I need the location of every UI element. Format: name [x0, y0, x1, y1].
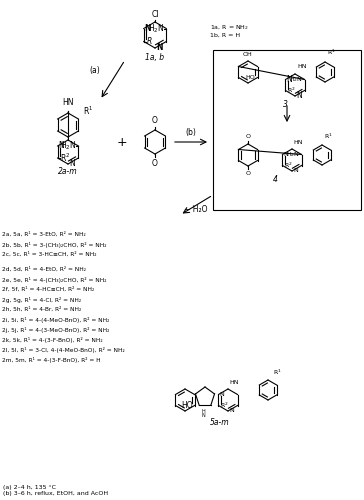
Text: (b): (b)	[186, 128, 197, 137]
Text: N: N	[219, 392, 224, 397]
Text: 1b, R = H: 1b, R = H	[210, 32, 240, 38]
Text: 1a, b: 1a, b	[146, 53, 165, 62]
Text: N: N	[284, 152, 288, 157]
Text: OH: OH	[243, 52, 253, 57]
Text: H$_2$N: H$_2$N	[148, 22, 164, 35]
Text: HN: HN	[293, 140, 302, 145]
Text: Cl: Cl	[151, 10, 159, 19]
Text: R$^2$: R$^2$	[221, 401, 229, 410]
Text: 2k, 5k, R¹ = 4-(3-F-BnO), R² = NH₂: 2k, 5k, R¹ = 4-(3-F-BnO), R² = NH₂	[2, 337, 103, 343]
Text: 2e, 5e, R¹ = 4-(CH₃)₂CHO, R² = NH₂: 2e, 5e, R¹ = 4-(CH₃)₂CHO, R² = NH₂	[2, 277, 107, 283]
Text: 2f, 5f, R¹ = 4-HC≡CH, R² = NH₂: 2f, 5f, R¹ = 4-HC≡CH, R² = NH₂	[2, 287, 94, 292]
Text: N: N	[156, 44, 162, 52]
Text: (a): (a)	[90, 66, 100, 74]
Text: 2g, 5g, R¹ = 4-Cl, R² = NH₂: 2g, 5g, R¹ = 4-Cl, R² = NH₂	[2, 297, 81, 303]
Text: N: N	[293, 168, 298, 173]
Text: N: N	[296, 92, 302, 100]
Text: 1a, R = NH$_2$: 1a, R = NH$_2$	[210, 24, 249, 32]
Text: (b) 3–6 h, reflux, EtOH, and AcOH: (b) 3–6 h, reflux, EtOH, and AcOH	[3, 491, 108, 496]
Text: 2m, 5m, R¹ = 4-(3-F-BnO), R² = H: 2m, 5m, R¹ = 4-(3-F-BnO), R² = H	[2, 357, 100, 363]
Text: N: N	[69, 160, 75, 168]
Text: HN: HN	[297, 64, 306, 69]
Text: N: N	[59, 142, 64, 150]
Text: R$^2$: R$^2$	[60, 152, 70, 164]
Text: N: N	[286, 75, 292, 84]
Text: H$_2$N: H$_2$N	[289, 75, 302, 84]
Text: HO: HO	[246, 75, 256, 80]
Text: R$^1$: R$^1$	[324, 132, 333, 141]
Text: 2a-m: 2a-m	[58, 167, 78, 176]
Text: O: O	[152, 116, 158, 125]
Text: H
N: H N	[201, 409, 205, 418]
Text: HO: HO	[181, 401, 193, 410]
Text: 2d, 5d, R¹ = 4-EtO, R² = NH₂: 2d, 5d, R¹ = 4-EtO, R² = NH₂	[2, 267, 86, 272]
Text: R$^2$: R$^2$	[285, 161, 293, 170]
Text: 2h, 5h, R¹ = 4-Br, R² = NH₂: 2h, 5h, R¹ = 4-Br, R² = NH₂	[2, 307, 81, 312]
Text: N: N	[145, 24, 151, 33]
Text: R$^2$: R$^2$	[288, 86, 296, 95]
Text: R$^1$: R$^1$	[83, 105, 93, 117]
Text: HN: HN	[229, 380, 238, 385]
Text: N: N	[229, 408, 234, 414]
Text: R$^1$: R$^1$	[327, 48, 336, 57]
Text: O: O	[245, 134, 250, 139]
Text: 4: 4	[273, 175, 277, 184]
Text: R: R	[147, 37, 152, 46]
Text: O: O	[152, 159, 158, 168]
Text: 2l, 5l, R¹ = 3-Cl, 4-(4-MeO-BnO), R² = NH₂: 2l, 5l, R¹ = 3-Cl, 4-(4-MeO-BnO), R² = N…	[2, 347, 125, 353]
Text: H$_2$N: H$_2$N	[60, 140, 76, 152]
Text: 2b, 5b, R¹ = 3-(CH₃)₂CHO, R² = NH₂: 2b, 5b, R¹ = 3-(CH₃)₂CHO, R² = NH₂	[2, 242, 107, 248]
Text: 2a, 5a, R¹ = 3-EtO, R² = NH₂: 2a, 5a, R¹ = 3-EtO, R² = NH₂	[2, 232, 86, 237]
Text: 5a-m: 5a-m	[210, 418, 230, 427]
Text: H$_2$N: H$_2$N	[286, 150, 300, 159]
Text: − H₂O: − H₂O	[185, 206, 208, 214]
Text: HN: HN	[62, 98, 74, 107]
Text: R$^1$: R$^1$	[273, 368, 282, 377]
Text: 2i, 5i, R¹ = 4-(4-MeO-BnO), R² = NH₂: 2i, 5i, R¹ = 4-(4-MeO-BnO), R² = NH₂	[2, 317, 109, 323]
Text: O: O	[245, 171, 250, 176]
Text: 2j, 5j, R¹ = 4-(3-MeO-BnO), R² = NH₂: 2j, 5j, R¹ = 4-(3-MeO-BnO), R² = NH₂	[2, 327, 109, 333]
Text: 2c, 5c, R¹ = 3-HC≡CH, R² = NH₂: 2c, 5c, R¹ = 3-HC≡CH, R² = NH₂	[2, 252, 96, 257]
Text: 3: 3	[282, 100, 288, 109]
Text: (a) 2–4 h, 135 °C: (a) 2–4 h, 135 °C	[3, 485, 56, 490]
Text: +: +	[117, 136, 127, 148]
